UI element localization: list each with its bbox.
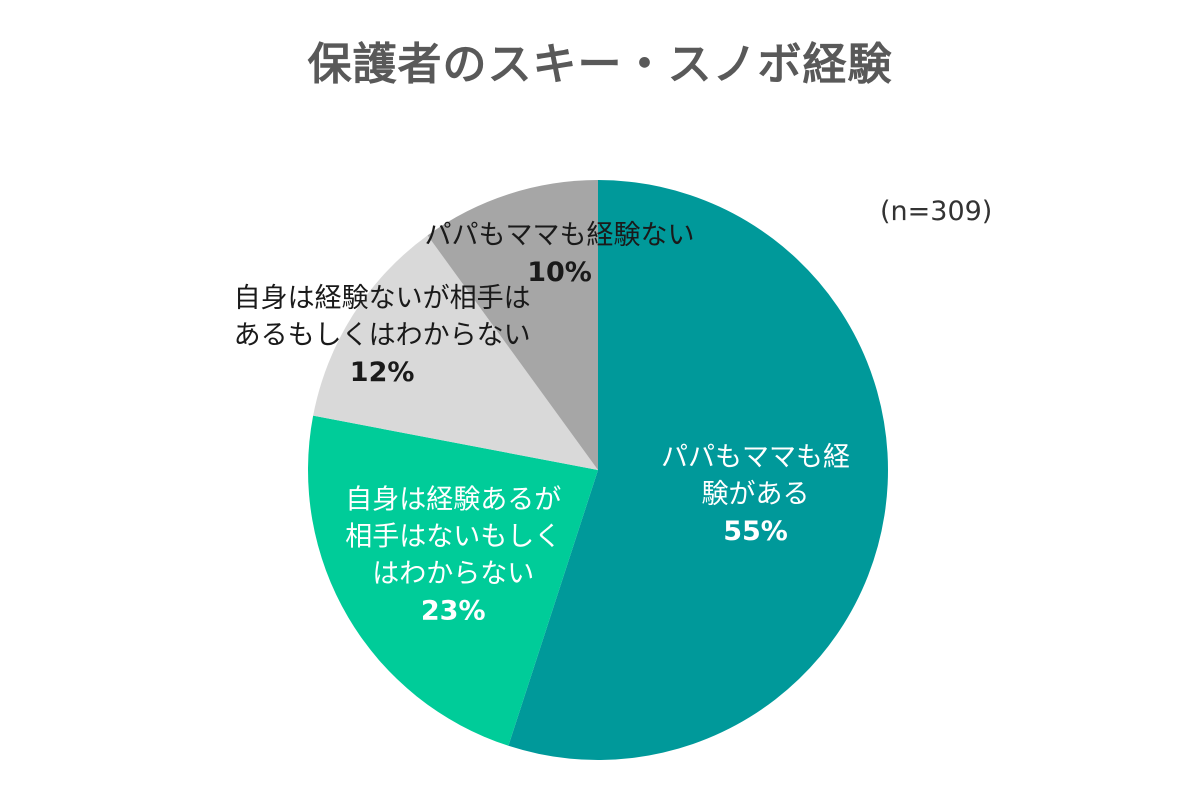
slice-2 <box>308 415 598 746</box>
slice-percent-label: 10% <box>527 256 592 288</box>
slice-label-line: パパもママも経験ない <box>424 219 695 251</box>
sample-size-note: (n=309) <box>880 196 993 227</box>
slice-percent-label: 23% <box>420 595 486 627</box>
slice-percent-label: 55% <box>723 516 788 548</box>
slice-label-line: 験がある <box>701 479 810 511</box>
slice-percent-label: 12% <box>349 357 415 389</box>
chart-title: 保護者のスキー・スノボ経験 <box>307 39 893 90</box>
slice-label-4: パパもママも経験ない 10% <box>425 217 695 292</box>
slice-3 <box>313 235 598 470</box>
slice-label-line: はわからない <box>372 558 535 590</box>
slice-label-line: あるもしくはわからない <box>233 320 531 352</box>
slice-label-line: 自身は経験ないが相手は <box>233 282 531 314</box>
slice-label-2: 自身は経験あるが 相手はないもしく はわからない 23% <box>345 481 561 630</box>
slice-label-3: 自身は経験ないが相手は あるもしくはわからない 12% <box>234 280 531 392</box>
slice-label-line: パパもママも経 <box>661 442 851 474</box>
slice-4 <box>427 180 598 470</box>
slice-1 <box>508 180 889 760</box>
slice-label-line: 相手はないもしく <box>345 521 562 553</box>
slice-label-line: 自身は経験あるが <box>345 484 562 516</box>
slice-label-1: パパもママも経 験がある 55% <box>661 439 850 551</box>
